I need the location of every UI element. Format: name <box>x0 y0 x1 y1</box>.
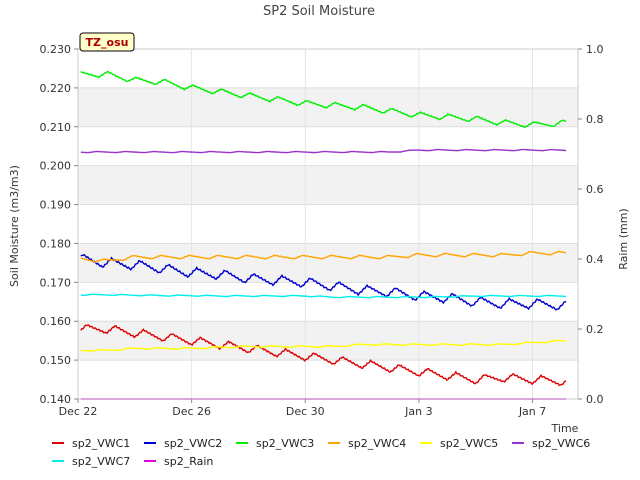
y2-tick-label: 0.6 <box>586 183 604 196</box>
badge: TZ_osu <box>79 32 135 52</box>
grid-band <box>78 321 578 361</box>
legend-label: sp2_VWC5 <box>440 437 498 450</box>
legend-item-sp2_VWC1: sp2_VWC1 <box>52 437 130 450</box>
plot-frame <box>77 48 579 400</box>
series-layer <box>80 70 567 400</box>
y-tick-label: 0.160 <box>40 315 72 328</box>
y-tick-label: 0.220 <box>40 82 72 95</box>
series-line-sp2_VWC3 <box>80 70 567 128</box>
plot-background <box>77 48 578 400</box>
y-tick-label: 0.190 <box>40 199 72 212</box>
x-tick-label: Dec 22 <box>59 405 98 418</box>
y2-axis-label: Raim (mm) <box>617 208 630 269</box>
y-tick-label: 0.140 <box>40 393 72 406</box>
series-line-sp2_VWC4 <box>80 250 567 263</box>
y2-tick-label: 0.0 <box>586 393 604 406</box>
legend-label: sp2_VWC4 <box>348 437 406 450</box>
y-tick-label: 0.210 <box>40 121 72 134</box>
y-axis-label: Soil Moisture (m3/m3) <box>8 165 21 287</box>
series-line-sp2_VWC6 <box>80 148 567 154</box>
axes-layer: 0.140 0.150 0.160 0.170 0.180 0.190 0.200 0.210… <box>40 43 604 418</box>
legend: sp2_VWC1 sp2_VWC2 sp2_VWC3 sp2_VWC4 sp2_VWC5… <box>52 437 590 468</box>
series-line-sp2_VWC2 <box>80 253 567 311</box>
series-line-sp2_VWC5 <box>80 339 567 352</box>
x-tick-label: Jan 7 <box>518 405 546 418</box>
x-tick-label: Jan 3 <box>404 405 432 418</box>
legend-item-sp2_VWC6: sp2_VWC6 <box>512 437 590 450</box>
y-tick-label: 0.170 <box>40 276 72 289</box>
y-tick-label: 0.150 <box>40 354 72 367</box>
y2-tick-label: 0.4 <box>586 253 604 266</box>
legend-label: sp2_VWC2 <box>164 437 222 450</box>
legend-item-sp2_VWC4: sp2_VWC4 <box>328 437 406 450</box>
y2-tick-label: 1.0 <box>586 43 604 56</box>
grid-band <box>78 243 578 283</box>
x-tick-label: Dec 26 <box>172 405 211 418</box>
series-line-sp2_VWC7 <box>80 293 567 299</box>
y-tick-label: 0.230 <box>40 43 72 56</box>
grid-band <box>78 165 578 205</box>
legend-label: sp2_Rain <box>164 455 213 468</box>
legend-item-sp2_VWC7: sp2_VWC7 <box>52 455 130 468</box>
badge-box <box>79 32 135 52</box>
y2-tick-label: 0.2 <box>586 323 604 336</box>
legend-item-sp2_VWC3: sp2_VWC3 <box>236 437 314 450</box>
y-tick-label: 0.180 <box>40 237 72 250</box>
legend-label: sp2_VWC6 <box>532 437 590 450</box>
chart-title: SP2 Soil Moisture <box>263 4 375 19</box>
badge-label: TZ_osu <box>86 36 129 49</box>
legend-item-sp2_VWC2: sp2_VWC2 <box>144 437 222 450</box>
y-tick-label: 0.200 <box>40 160 72 173</box>
series-line-sp2_VWC1 <box>80 324 567 387</box>
x-axis-label: Time <box>551 422 579 435</box>
x-tick-label: Dec 30 <box>286 405 325 418</box>
legend-label: sp2_VWC1 <box>72 437 130 450</box>
legend-item-sp2_VWC5: sp2_VWC5 <box>420 437 498 450</box>
y2-tick-label: 0.8 <box>586 113 604 126</box>
legend-label: sp2_VWC3 <box>256 437 314 450</box>
legend-label: sp2_VWC7 <box>72 455 130 468</box>
legend-item-sp2_Rain: sp2_Rain <box>144 455 213 468</box>
